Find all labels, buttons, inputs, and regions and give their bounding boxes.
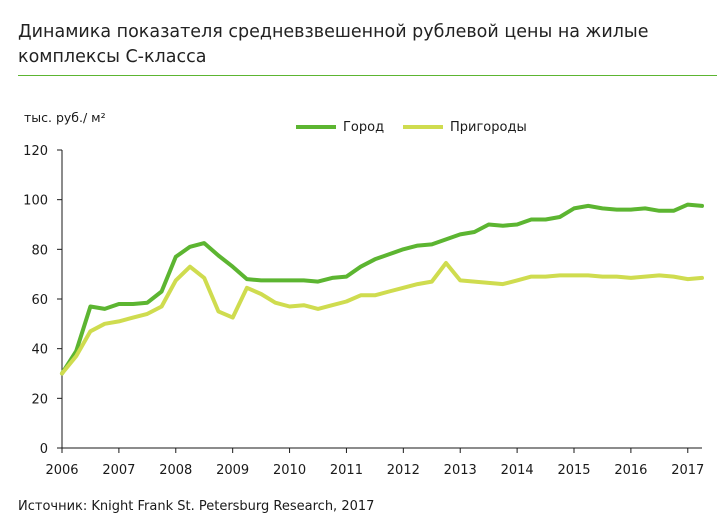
series-line-suburbs bbox=[60, 261, 704, 376]
x-axis-ticks: 2006 2007 2008 2009 2010 2011 2012 2013 2014 2015… bbox=[45, 448, 704, 478]
legend-label-city: Город bbox=[343, 120, 384, 135]
y-tick-label: 40 bbox=[31, 343, 48, 358]
series-line-city bbox=[60, 202, 704, 376]
y-tick-label: 120 bbox=[23, 144, 48, 159]
y-axis-ticks: 0 20 40 60 80 100 120 bbox=[23, 144, 62, 457]
x-tick-label: 2014 bbox=[501, 463, 534, 478]
x-tick-label: 2015 bbox=[557, 463, 590, 478]
x-tick-label: 2016 bbox=[614, 463, 647, 478]
axes bbox=[61, 150, 702, 449]
title-divider bbox=[18, 75, 717, 76]
legend-label-suburbs: Пригороды bbox=[450, 120, 527, 135]
x-tick-label: 2009 bbox=[216, 463, 249, 478]
y-tick-label: 0 bbox=[40, 442, 48, 457]
x-tick-label: 2007 bbox=[102, 463, 135, 478]
y-tick-label: 20 bbox=[31, 392, 48, 407]
y-tick-label: 60 bbox=[31, 293, 48, 308]
x-tick-label: 2010 bbox=[273, 463, 306, 478]
chart-title: Динамика показателя средневзвешенной руб… bbox=[18, 22, 649, 67]
x-tick-label: 2006 bbox=[45, 463, 78, 478]
x-tick-label: 2012 bbox=[387, 463, 420, 478]
x-tick-label: 2011 bbox=[330, 463, 363, 478]
source-note: Источник: Knight Frank St. Petersburg Re… bbox=[18, 499, 375, 514]
y-tick-label: 100 bbox=[23, 194, 48, 209]
legend: Город Пригороды bbox=[296, 120, 527, 135]
y-tick-label: 80 bbox=[31, 243, 48, 258]
x-tick-label: 2017 bbox=[671, 463, 704, 478]
series-lines bbox=[60, 202, 704, 376]
y-axis-label: тыс. руб./ м² bbox=[24, 110, 106, 125]
x-tick-label: 2013 bbox=[444, 463, 477, 478]
line-chart: тыс. руб./ м² Город Пригороды 0 20 40 60 80 1… bbox=[23, 110, 704, 478]
x-tick-label: 2008 bbox=[159, 463, 192, 478]
